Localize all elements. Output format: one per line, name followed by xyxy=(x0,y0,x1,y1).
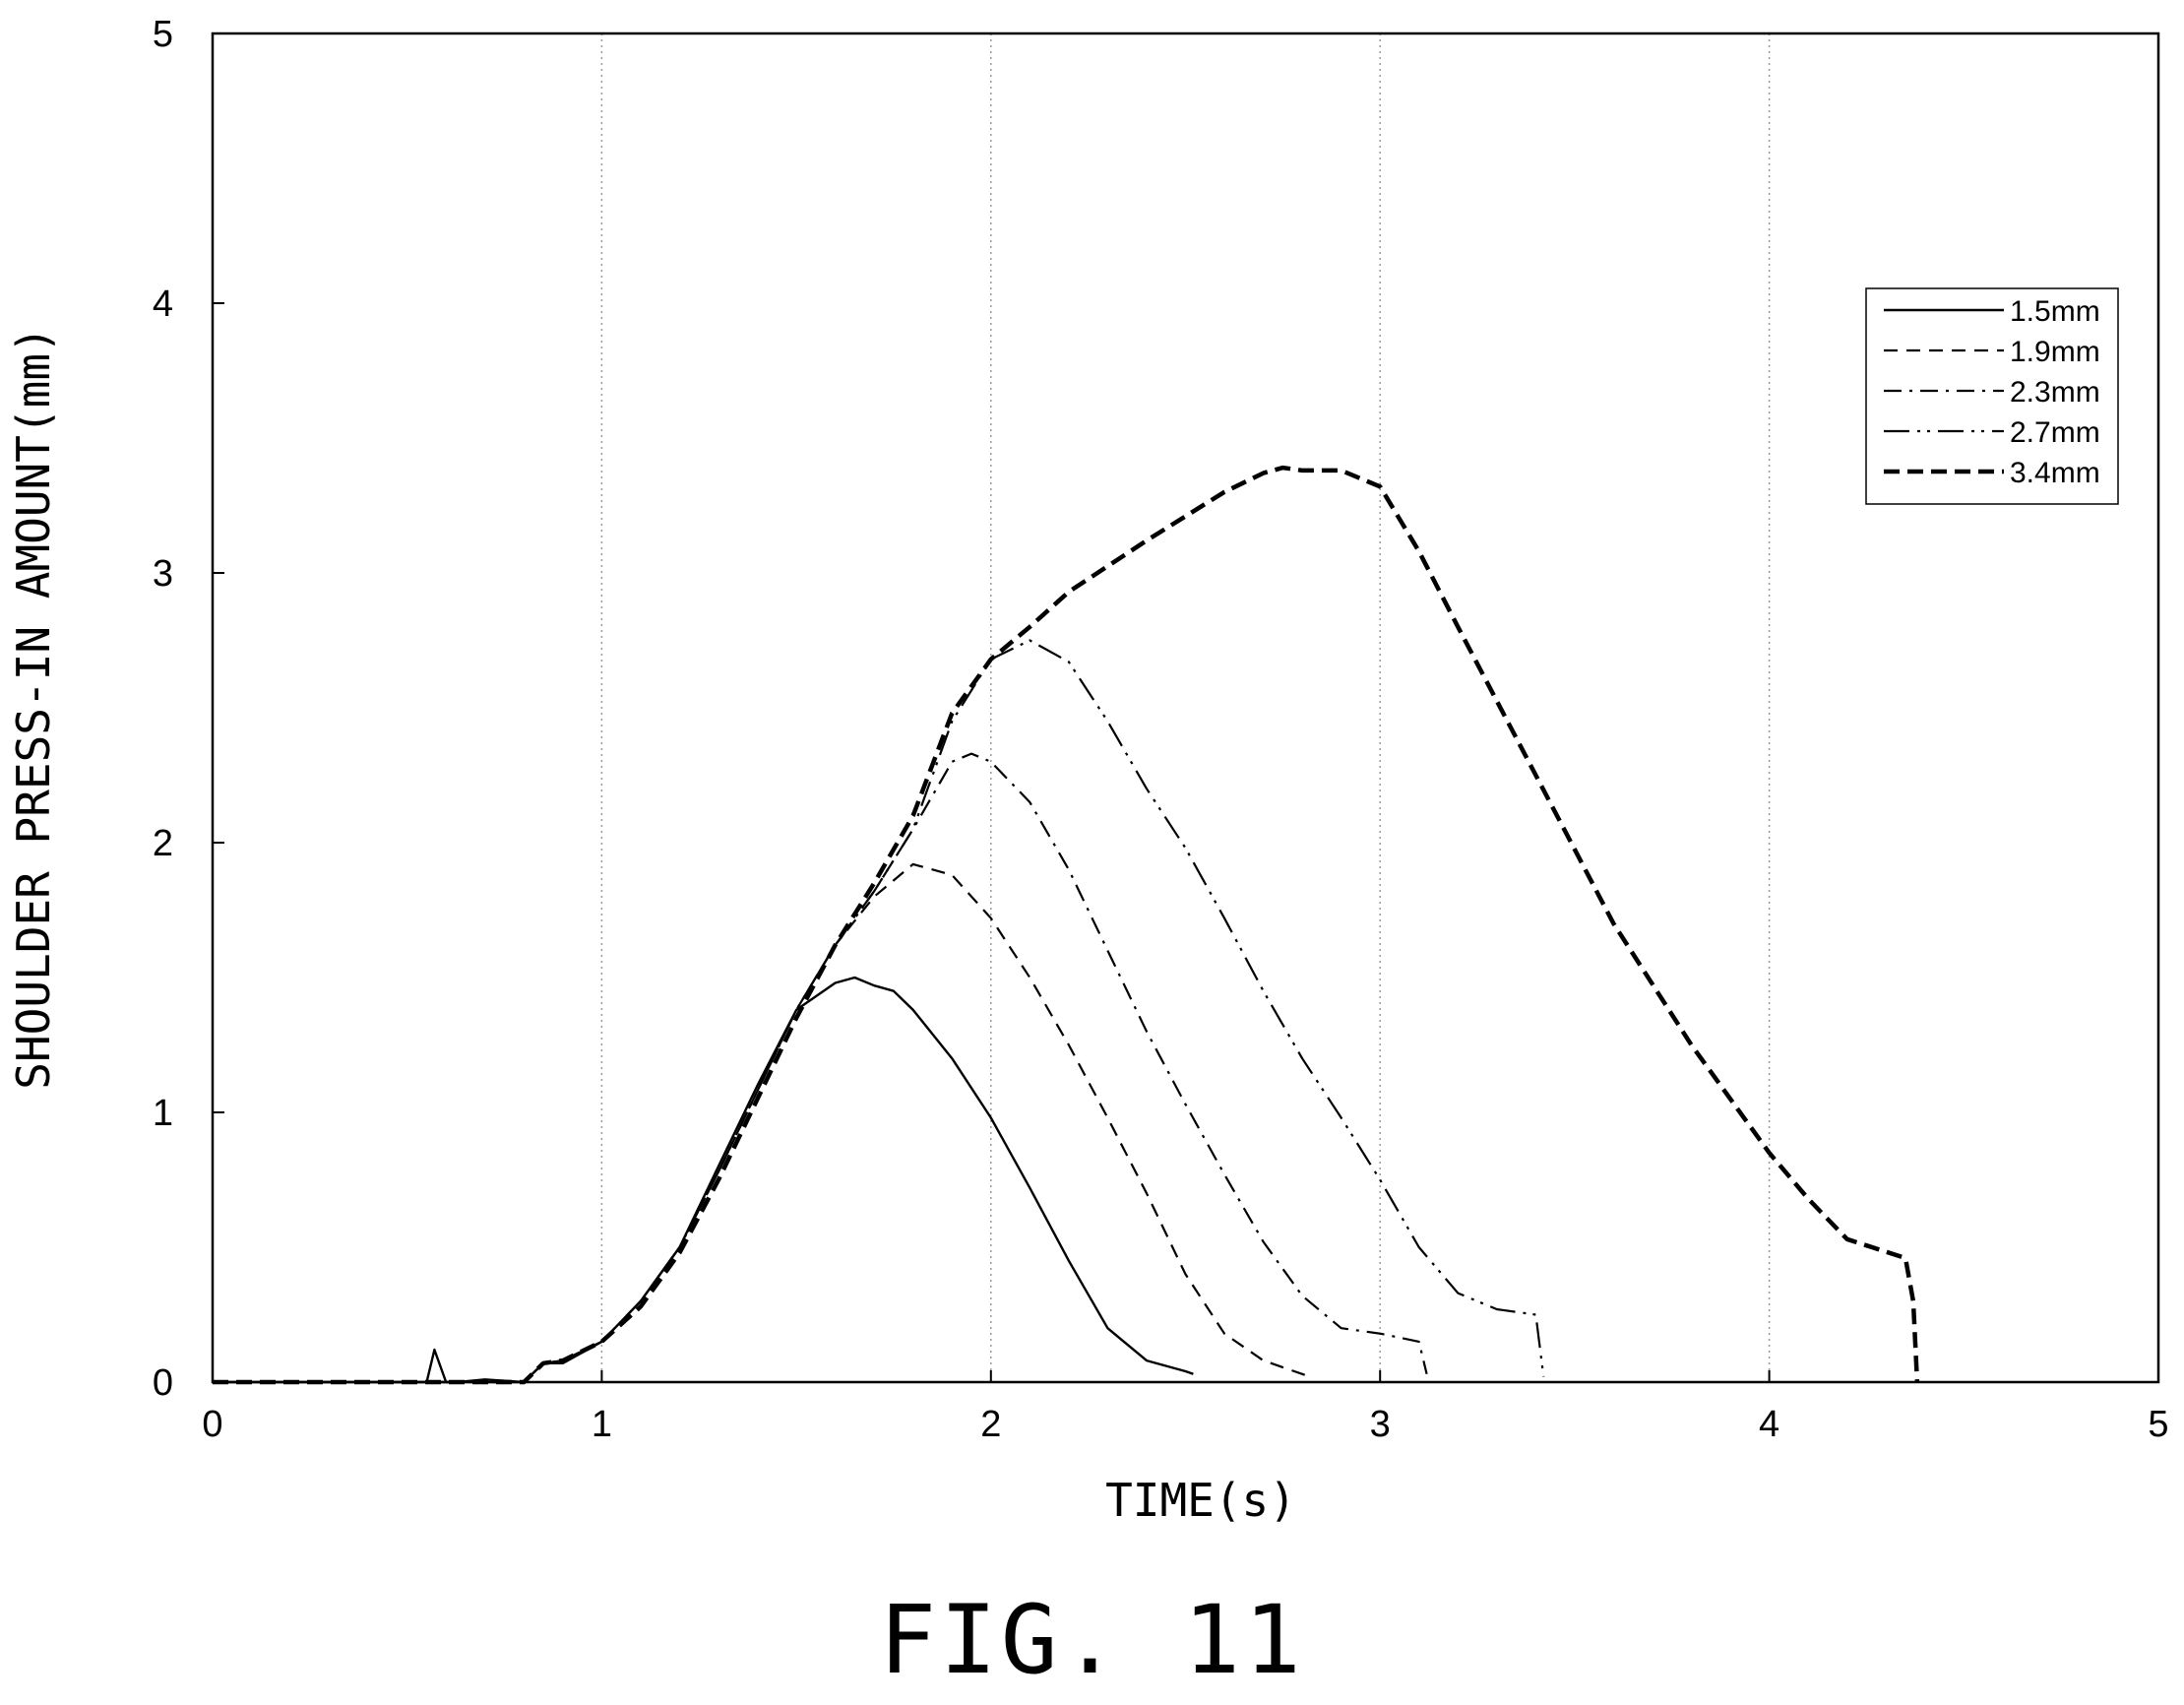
series-line-2.7mm xyxy=(213,639,1545,1384)
y-tick-label: 2 xyxy=(153,823,173,864)
legend-label: 1.9mm xyxy=(2010,336,2100,368)
y-tick-label: 3 xyxy=(153,553,173,595)
series-line-3.4mm xyxy=(213,465,1920,1385)
legend-box xyxy=(1865,287,2119,505)
legend-label: 2.7mm xyxy=(2010,416,2100,449)
x-tick-label: 3 xyxy=(1370,1404,1391,1445)
y-tick-label: 5 xyxy=(153,14,173,55)
x-tick-label: 0 xyxy=(202,1404,222,1445)
figure-caption: FIG. 11 xyxy=(879,1585,1305,1695)
y-tick-label: 1 xyxy=(153,1093,173,1134)
series-line-1.9mm xyxy=(213,862,1311,1384)
plot-frame xyxy=(211,32,2160,1384)
legend: 1.5mm 1.9mm 2.3mm 2.7mm 3.4mm xyxy=(1865,287,2119,505)
x-tick-label: 4 xyxy=(1759,1404,1779,1445)
y-tick-label: 4 xyxy=(153,284,173,325)
series-line-2.3mm xyxy=(213,752,1428,1384)
series-line-1.5mm xyxy=(213,976,1194,1384)
series-lines xyxy=(213,465,1920,1385)
x-tick-label: 2 xyxy=(980,1404,1001,1445)
x-tick-label: 1 xyxy=(592,1404,612,1445)
y-axis-title: SHOULDER PRESS-IN AMOUNT(mm) xyxy=(7,326,60,1089)
grid-lines xyxy=(600,33,1771,1382)
y-axis: 0 1 2 3 4 5 xyxy=(153,14,224,1404)
x-tick-label: 5 xyxy=(2148,1404,2168,1445)
x-axis-title: TIME(s) xyxy=(1105,1474,1296,1527)
x-axis: 0 1 2 3 4 5 xyxy=(202,1370,2169,1445)
legend-label: 2.3mm xyxy=(2010,376,2100,409)
y-tick-label: 0 xyxy=(153,1362,173,1404)
legend-label: 1.5mm xyxy=(2010,295,2100,328)
legend-label: 3.4mm xyxy=(2010,457,2100,489)
